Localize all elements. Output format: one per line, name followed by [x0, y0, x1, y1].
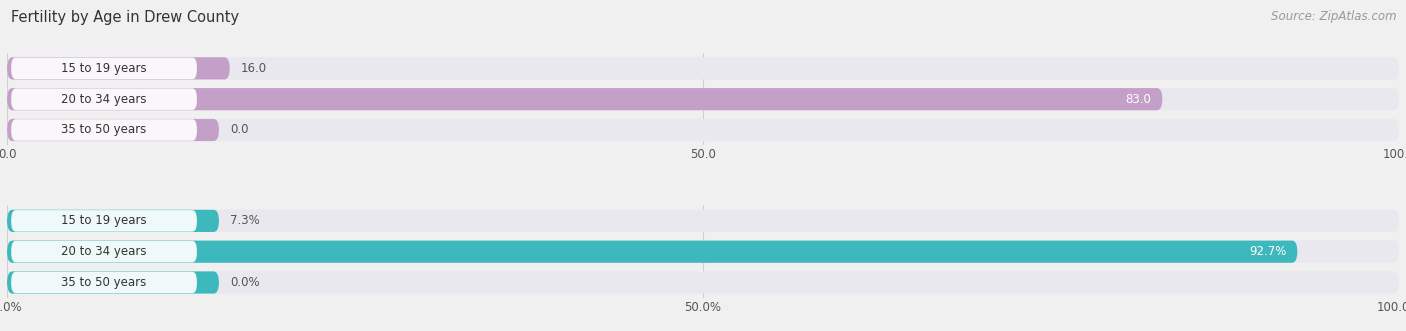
- Text: 16.0: 16.0: [240, 62, 267, 75]
- FancyBboxPatch shape: [7, 210, 219, 232]
- Text: 92.7%: 92.7%: [1249, 245, 1286, 258]
- FancyBboxPatch shape: [11, 272, 197, 293]
- FancyBboxPatch shape: [7, 88, 1163, 110]
- Text: 35 to 50 years: 35 to 50 years: [62, 123, 146, 136]
- Text: 0.0: 0.0: [231, 123, 249, 136]
- FancyBboxPatch shape: [7, 271, 219, 294]
- FancyBboxPatch shape: [7, 241, 1399, 263]
- FancyBboxPatch shape: [7, 57, 229, 79]
- FancyBboxPatch shape: [11, 241, 197, 262]
- FancyBboxPatch shape: [7, 119, 219, 141]
- FancyBboxPatch shape: [7, 88, 1399, 110]
- FancyBboxPatch shape: [11, 119, 197, 141]
- Text: 83.0: 83.0: [1125, 93, 1152, 106]
- Text: 20 to 34 years: 20 to 34 years: [62, 245, 146, 258]
- Text: Source: ZipAtlas.com: Source: ZipAtlas.com: [1271, 10, 1396, 23]
- FancyBboxPatch shape: [7, 271, 1399, 294]
- FancyBboxPatch shape: [7, 241, 1298, 263]
- FancyBboxPatch shape: [7, 210, 1399, 232]
- Text: Fertility by Age in Drew County: Fertility by Age in Drew County: [11, 10, 239, 25]
- Text: 20 to 34 years: 20 to 34 years: [62, 93, 146, 106]
- Text: 15 to 19 years: 15 to 19 years: [62, 214, 146, 227]
- Text: 15 to 19 years: 15 to 19 years: [62, 62, 146, 75]
- FancyBboxPatch shape: [11, 210, 197, 232]
- FancyBboxPatch shape: [7, 57, 1399, 79]
- FancyBboxPatch shape: [7, 119, 1399, 141]
- Text: 7.3%: 7.3%: [231, 214, 260, 227]
- FancyBboxPatch shape: [11, 58, 197, 79]
- Text: 35 to 50 years: 35 to 50 years: [62, 276, 146, 289]
- FancyBboxPatch shape: [11, 88, 197, 110]
- Text: 0.0%: 0.0%: [231, 276, 260, 289]
